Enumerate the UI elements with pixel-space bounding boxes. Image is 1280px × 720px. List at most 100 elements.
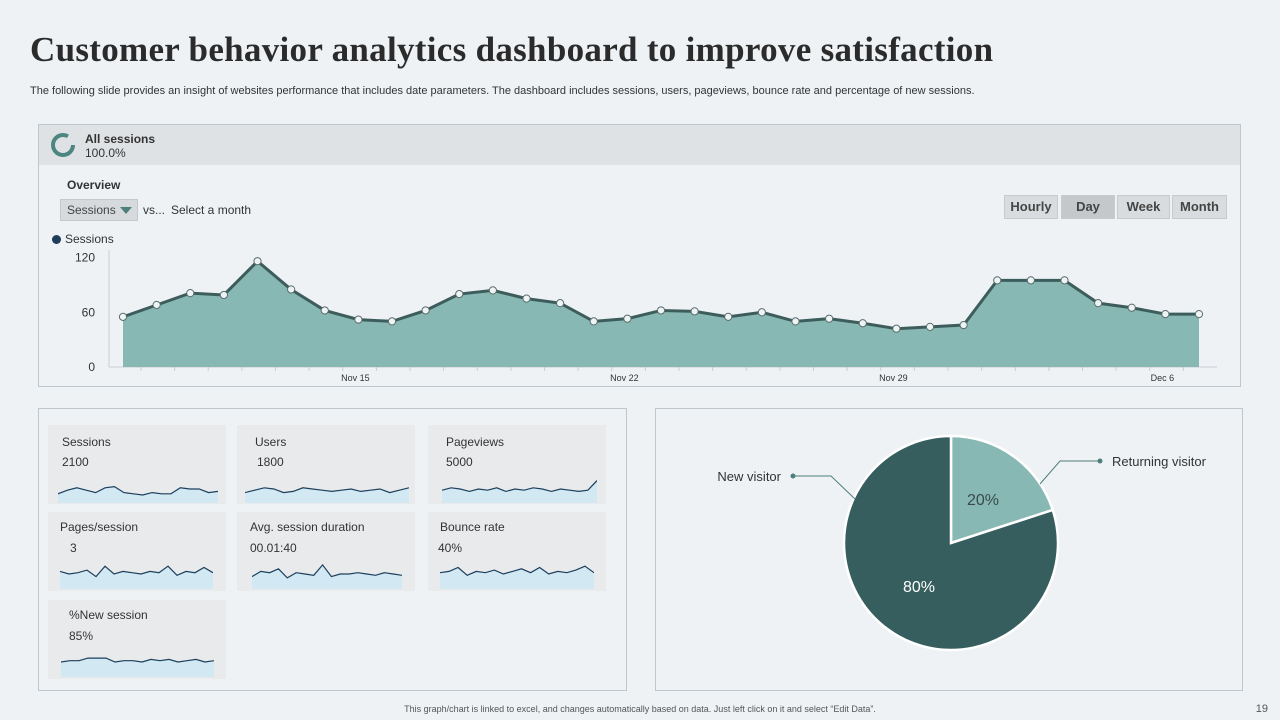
data-point [354, 315, 363, 324]
kpi-card[interactable]: Pageviews 5000 [428, 425, 606, 504]
kpi-sparkline [61, 657, 214, 677]
kpi-label: Avg. session duration [250, 520, 365, 534]
pie-slice [949, 434, 1055, 545]
sparkline-area [252, 564, 402, 589]
kpi-sparkline [58, 485, 218, 503]
sparkline-line [61, 657, 214, 663]
sparkline-line [440, 565, 594, 576]
data-point [219, 290, 228, 300]
week-button[interactable]: Week [1117, 195, 1170, 219]
sparkline-line [252, 563, 402, 579]
overview-panel: All sessions 100.0% Overview Sessions vs… [38, 124, 1241, 387]
x-tick-label: Dec 6 [1151, 373, 1175, 383]
select-month-link[interactable]: Select a month [171, 203, 252, 217]
kpi-label: Pageviews [446, 435, 505, 449]
data-point [690, 307, 699, 316]
kpi-sparkline [440, 565, 594, 589]
data-point [959, 320, 968, 330]
sparkline-area [245, 487, 409, 503]
kpi-card[interactable]: %New session 85% [48, 600, 226, 679]
legend-returning-visitor: Returning visitor [1112, 454, 1207, 469]
x-tick-label: Nov 15 [341, 373, 370, 383]
data-point [118, 312, 128, 321]
data-point [1127, 303, 1136, 312]
segment-header[interactable]: All sessions 100.0% [39, 125, 1240, 165]
data-point [724, 312, 733, 321]
sparkline-line [60, 565, 213, 578]
kpi-card[interactable]: Avg. session duration 00.01:40 [237, 512, 415, 591]
sparkline-line [442, 480, 597, 493]
segment-percent: 100.0% [85, 146, 126, 160]
data-point [320, 306, 329, 315]
visitor-pie-chart: 20% 80% Returning visitor New visitor [717, 434, 1207, 652]
kpi-value: 2100 [62, 455, 89, 469]
data-point [589, 317, 598, 326]
pie-value-label: 80% [903, 579, 935, 596]
caret-down-icon [120, 207, 132, 214]
footnote: This graph/chart is linked to excel, and… [404, 704, 876, 714]
data-point [925, 322, 935, 331]
kpi-card[interactable]: Pages/session 3 [48, 512, 226, 591]
page-number: 19 [1255, 703, 1268, 715]
chart-legend: Sessions [65, 232, 114, 246]
kpi-sparkline [442, 480, 597, 503]
sparkline-area [442, 480, 597, 503]
kpi-value: 00.01:40 [250, 541, 297, 555]
legend-dot-icon [52, 235, 61, 244]
x-tick-label: Nov 22 [610, 373, 639, 383]
x-tick-label: Nov 29 [879, 373, 908, 383]
leader-line-returning [1039, 460, 1100, 485]
data-point [858, 319, 867, 328]
kpi-sparkline [252, 563, 402, 589]
vs-label: vs... [143, 203, 166, 217]
kpi-card[interactable]: Sessions 2100 [48, 425, 226, 504]
y-tick-label: 0 [88, 360, 95, 374]
overview-label: Overview [67, 178, 121, 192]
data-point [455, 289, 464, 299]
y-tick-label: 60 [82, 305, 96, 319]
month-button[interactable]: Month [1172, 195, 1227, 219]
sparkline-area [60, 566, 213, 589]
data-point [152, 300, 161, 310]
sparkline-line [245, 487, 409, 494]
data-point [387, 317, 397, 326]
sparkline-line [58, 485, 218, 496]
pie-slice [842, 434, 1060, 652]
data-point [791, 317, 800, 326]
data-point [287, 285, 296, 294]
data-point [892, 324, 901, 333]
data-point [825, 314, 834, 323]
data-point [1026, 276, 1035, 285]
metric-select[interactable]: Sessions [60, 199, 138, 221]
metric-select-value: Sessions [67, 203, 116, 217]
kpi-label: Users [255, 435, 287, 449]
hourly-button[interactable]: Hourly [1004, 195, 1058, 219]
sessions-area-chart: 0 60 120 Nov 15 Nov 22 Nov 29 Dec 6 [75, 250, 1217, 383]
kpi-label: Sessions [62, 435, 111, 449]
kpi-card[interactable]: Bounce rate 40% [428, 512, 606, 591]
data-point [556, 299, 565, 308]
kpi-value: 5000 [446, 455, 473, 469]
kpi-value: 40% [438, 541, 463, 555]
segment-title: All sessions [85, 132, 156, 146]
y-tick-label: 120 [75, 251, 95, 265]
data-point [757, 308, 766, 317]
data-point [1060, 276, 1069, 285]
data-point [1194, 310, 1204, 319]
kpi-label: Bounce rate [440, 520, 505, 534]
kpi-label: Pages/session [60, 520, 139, 534]
data-point [488, 286, 497, 295]
leader-dot [790, 473, 796, 479]
kpi-value: 85% [69, 629, 94, 643]
segment-ring-icon [51, 133, 75, 157]
day-button[interactable]: Day [1061, 195, 1115, 219]
leader-dot [1097, 458, 1103, 464]
data-point [1161, 310, 1170, 319]
kpi-label: %New session [69, 608, 148, 622]
data-point [421, 306, 430, 315]
kpi-card[interactable]: Users 1800 [237, 425, 415, 504]
data-point [993, 276, 1002, 285]
data-point [253, 257, 262, 266]
kpi-sparkline [245, 487, 409, 503]
data-point [1094, 299, 1103, 308]
